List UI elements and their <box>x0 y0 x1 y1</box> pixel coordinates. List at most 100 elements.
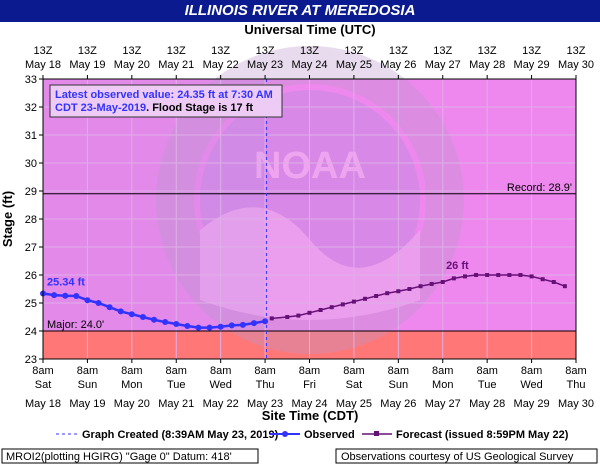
observed-point <box>228 322 235 329</box>
bottom-tick-hour: 8am <box>121 365 142 377</box>
y-axis: 23 24 25 26 27 28 29 30 31 32 33 <box>25 74 43 366</box>
forecast-point <box>385 291 390 296</box>
top-tick-date: May 25 <box>336 59 372 71</box>
bottom-tick-hour: 8am <box>210 365 231 377</box>
y-tick-label: 31 <box>25 130 37 142</box>
forecast-point <box>429 281 434 286</box>
top-tick-date: May 19 <box>69 59 105 71</box>
legend-forecast-marker <box>374 431 379 436</box>
forecast-point <box>318 308 323 312</box>
y-tick-label: 28 <box>25 214 37 226</box>
forecast-point <box>285 315 290 319</box>
bottom-tick-date: May 29 <box>514 398 550 410</box>
forecast-point <box>418 284 423 289</box>
forecast-point <box>374 294 379 298</box>
bottom-tick-hour: 8am <box>476 365 497 377</box>
bottom-tick-day: Tue <box>167 379 186 391</box>
top-tick-hour: 13Z <box>389 45 408 57</box>
bottom-tick-day: Sun <box>78 379 98 391</box>
bottom-tick-date: May 19 <box>69 398 105 410</box>
info-text: Latest observed value: 24.35 ft at 7:30 … <box>55 89 276 114</box>
bottom-tick-date: May 24 <box>291 398 327 410</box>
y-tick-label: 23 <box>25 354 37 366</box>
observed-point <box>262 318 269 325</box>
forecast-point <box>551 280 556 284</box>
legend: Graph Created (8:39AM May 23, 2019) Obse… <box>56 429 569 441</box>
title-bar <box>0 0 600 22</box>
forecast-point <box>462 274 467 279</box>
forecast-point <box>529 274 534 279</box>
top-tick-hour: 13Z <box>478 45 497 57</box>
forecast-point <box>307 310 312 315</box>
bottom-tick-hour: 8am <box>254 365 275 377</box>
top-tick-date: May 22 <box>203 59 239 71</box>
top-tick-hour: 13Z <box>167 45 186 57</box>
forecast-point <box>351 299 356 304</box>
forecast-crest-label: 26 ft <box>446 260 469 272</box>
legend-created-label: Graph Created (8:39AM May 23, 2019) <box>82 429 279 441</box>
observed-point <box>184 322 191 329</box>
forecast-point <box>485 273 490 277</box>
bottom-tick-hour: 8am <box>343 365 364 377</box>
forecast-point <box>269 316 274 321</box>
forecast-point <box>496 273 501 277</box>
bottom-tick-day: Wed <box>209 379 231 391</box>
forecast-point <box>440 280 445 284</box>
observed-point <box>195 324 202 331</box>
forecast-point <box>329 305 334 310</box>
footer-right: Observations courtesy of US Geological S… <box>341 451 574 463</box>
top-tick-hour: 13Z <box>522 45 541 57</box>
bottom-tick-date: May 25 <box>336 398 372 410</box>
forecast-point <box>562 284 567 289</box>
top-tick-hour: 13Z <box>256 45 275 57</box>
forecast-point <box>296 313 301 318</box>
bottom-tick-date: May 27 <box>425 398 461 410</box>
bottom-tick-date: May 30 <box>558 398 594 410</box>
bottom-tick-hour: 8am <box>166 365 187 377</box>
bottom-tick-hour: 8am <box>77 365 98 377</box>
observed-point <box>206 324 213 331</box>
bottom-tick-hour: 8am <box>432 365 453 377</box>
bottom-tick-hour: 8am <box>565 365 586 377</box>
bottom-tick-day: Sat <box>346 379 363 391</box>
top-tick-date: May 24 <box>291 59 327 71</box>
top-tick-hour: 13Z <box>433 45 452 57</box>
top-tick-hour: 13Z <box>211 45 230 57</box>
observed-period-shade <box>43 79 266 331</box>
y-tick-label: 25 <box>25 298 37 310</box>
observed-point <box>139 314 146 320</box>
bottom-tick-hour: 8am <box>299 365 320 377</box>
chart-title: ILLINOIS RIVER AT MEREDOSIA <box>184 2 416 19</box>
y-axis-title: Stage (ft) <box>0 191 15 247</box>
forecast-point <box>451 276 456 281</box>
reference-lines: Record: 28.9' Major: 24.0' <box>43 79 576 359</box>
top-tick-date: May 26 <box>380 59 416 71</box>
bottom-axis: 8am Sat May 18 8am Sun May 19 8am Mon May 20 8am T… <box>25 359 594 410</box>
observed-point <box>128 311 135 318</box>
observed-point <box>173 321 180 327</box>
observed-point <box>95 300 102 306</box>
observed-point <box>162 319 169 326</box>
top-tick-date: May 18 <box>25 59 61 71</box>
legend-observed-marker <box>282 431 288 437</box>
series-layer: 25.34 ft 26 ft <box>40 260 567 331</box>
observed-point <box>84 297 91 304</box>
forecast-point <box>396 289 401 294</box>
top-tick-hour: 13Z <box>300 45 319 57</box>
observed-point <box>73 293 80 299</box>
y-tick-label: 33 <box>25 74 37 86</box>
observed-point <box>117 308 124 315</box>
top-tick-hour: 13Z <box>78 45 97 57</box>
forecast-point <box>474 273 479 277</box>
bottom-tick-day: Thu <box>256 379 275 391</box>
forecast-point <box>407 287 412 291</box>
footer: MROI2(plotting HGIRG) "Gage 0" Datum: 41… <box>1 448 598 464</box>
legend-forecast-label: Forecast (issued 8:59PM May 22) <box>396 429 569 441</box>
major-label: Major: 24.0' <box>47 319 104 331</box>
top-tick-date: May 30 <box>558 59 594 71</box>
top-tick-hour: 13Z <box>567 45 586 57</box>
bottom-tick-day: Wed <box>520 379 542 391</box>
observed-point <box>151 316 158 323</box>
top-tick-hour: 13Z <box>122 45 141 57</box>
